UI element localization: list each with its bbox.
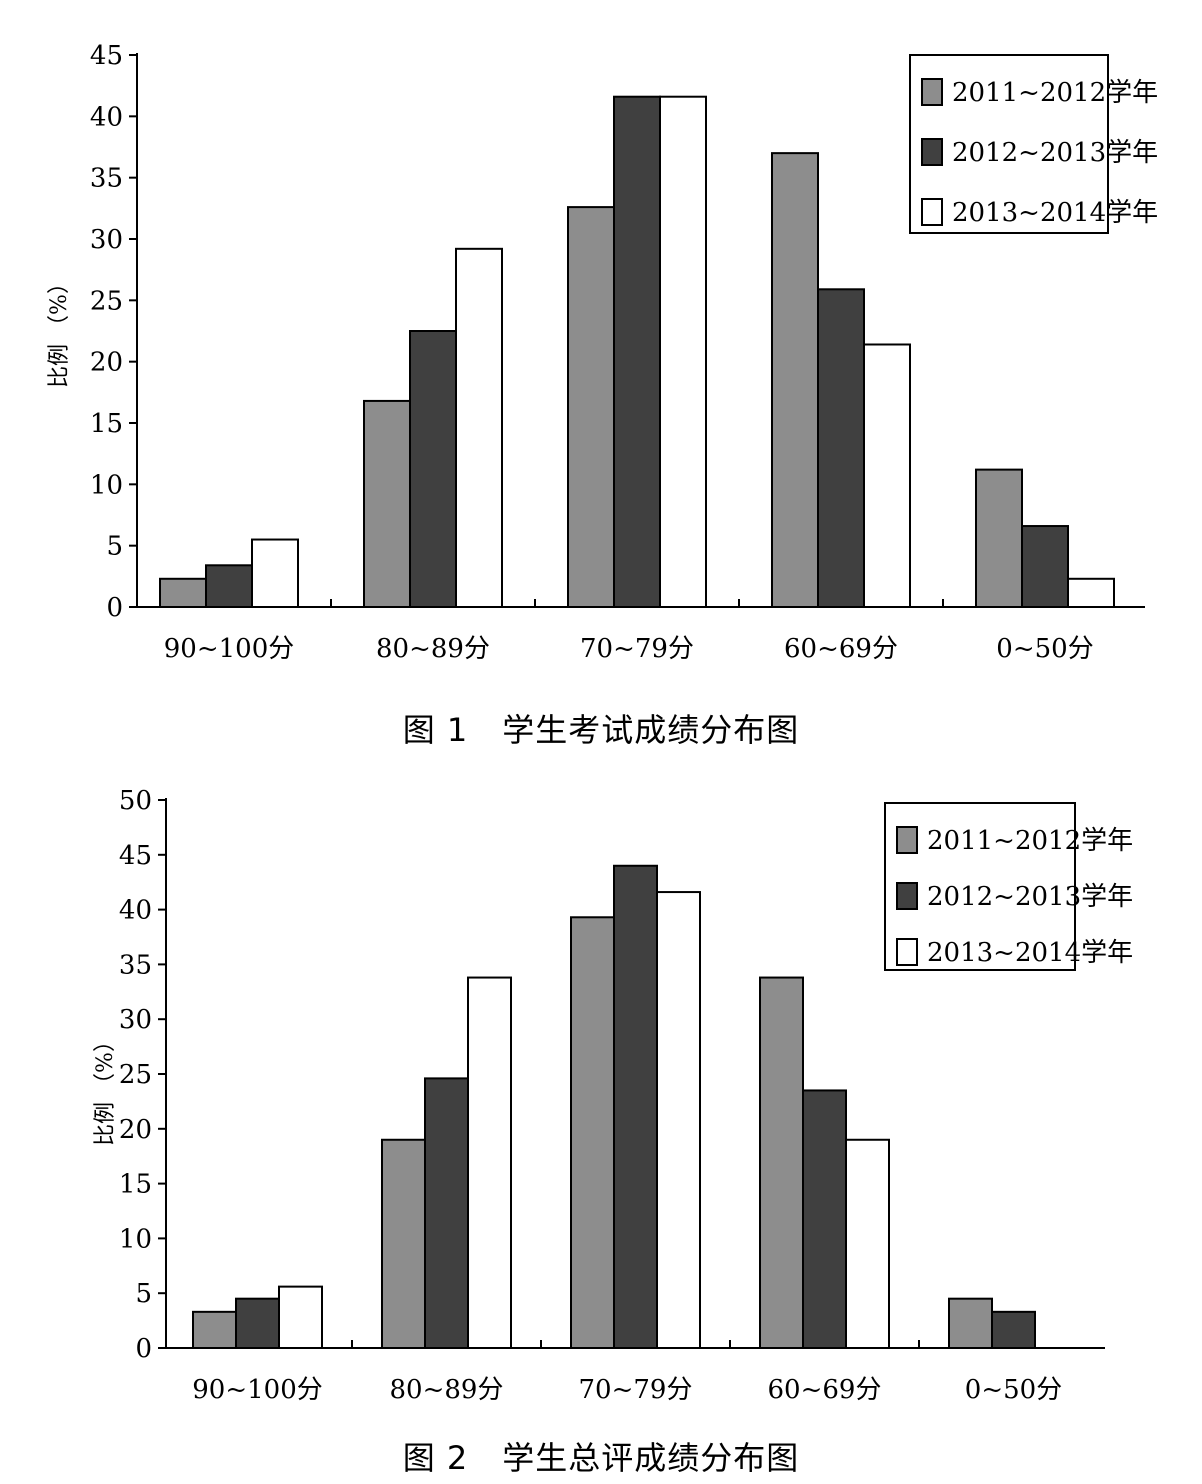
y-axis-label: 比例 （%） — [93, 1030, 118, 1146]
x-tick-label: 80~89分 — [376, 634, 490, 664]
bar-3-2 — [845, 1138, 890, 1350]
legend-label: 2012~2013学年 — [927, 882, 1133, 912]
x-tick-label: 60~69分 — [784, 634, 898, 664]
legend-swatch — [921, 198, 943, 226]
legend: 2011~2012学年 2012~2013学年 2013~2014学年 — [884, 802, 1133, 971]
y-tick-label: 35 — [90, 164, 123, 194]
x-tick-label: 90~100分 — [192, 1375, 323, 1405]
legend-label: 2011~2012学年 — [952, 78, 1158, 108]
bar-2-2 — [656, 891, 701, 1350]
bar-0-0 — [159, 577, 207, 609]
y-tick-label: 25 — [90, 286, 123, 316]
y-tick-label: 20 — [90, 348, 123, 378]
figure-2: 0 5 10 15 20 25 30 35 40 45 50 90~100分 80~89分 70~79分 6… — [0, 770, 1202, 1484]
legend-label: 2012~2013学年 — [952, 138, 1158, 168]
x-tick-label: 70~79分 — [579, 1375, 693, 1405]
bar-2-1 — [613, 95, 661, 608]
bar-chart-exam-scores: 0 5 10 15 20 25 30 35 40 45 90~100分 80~89分 70~79分 60~… — [47, 41, 1158, 664]
y-tick-label: 30 — [90, 225, 123, 255]
x-tick-label: 60~69分 — [768, 1375, 882, 1405]
bar-0-1 — [205, 564, 253, 608]
bar-4-0 — [948, 1297, 993, 1349]
y-tick-label: 0 — [135, 1334, 152, 1364]
y-tick-label: 10 — [90, 470, 123, 500]
bar-2-0 — [567, 206, 615, 609]
y-tick-label: 30 — [119, 1005, 152, 1035]
y-tick-label: 0 — [106, 593, 123, 623]
legend-swatch — [921, 138, 943, 166]
legend-label: 2011~2012学年 — [927, 826, 1133, 856]
x-tick-label: 70~79分 — [580, 634, 694, 664]
legend-swatch — [896, 882, 918, 910]
x-tick-label: 90~100分 — [164, 634, 295, 664]
bar-0-1 — [235, 1297, 280, 1349]
y-tick-label: 10 — [119, 1224, 152, 1254]
legend-label: 2013~2014学年 — [952, 198, 1158, 228]
x-tick-label: 0~50分 — [996, 634, 1093, 664]
y-tick-label: 45 — [119, 841, 152, 871]
y-tick-label: 15 — [90, 409, 123, 439]
y-tick-label: 15 — [119, 1170, 152, 1200]
bar-1-1 — [409, 330, 457, 608]
figure-1-number: 图 1 — [402, 711, 469, 749]
figure-2-caption: 图 2 学生总评成绩分布图 — [0, 1433, 1202, 1479]
bar-0-2 — [278, 1285, 323, 1350]
bar-1-2 — [455, 247, 503, 609]
bar-2-0 — [570, 916, 615, 1349]
figure-2-title: 学生总评成绩分布图 — [502, 1439, 800, 1477]
x-tick-label: 0~50分 — [965, 1375, 1062, 1405]
y-tick-label: 25 — [119, 1060, 152, 1090]
bar-4-1 — [1021, 525, 1069, 608]
y-tick-label: 35 — [119, 950, 152, 980]
bar-4-0 — [975, 468, 1023, 609]
y-tick-label: 5 — [135, 1279, 152, 1309]
y-tick-label: 20 — [119, 1115, 152, 1145]
figure-2-number: 图 2 — [402, 1439, 469, 1477]
bar-2-1 — [613, 864, 658, 1349]
top-cropped-text — [0, 0, 1202, 8]
figure-1: 0 5 10 15 20 25 30 35 40 45 90~100分 80~89分 70~79分 60~… — [0, 41, 1202, 751]
bar-3-0 — [771, 152, 819, 608]
bar-1-2 — [467, 976, 512, 1349]
legend-swatch — [896, 826, 918, 854]
figure-1-title: 学生考试成绩分布图 — [502, 711, 800, 749]
y-tick-label: 5 — [106, 532, 123, 562]
bar-4-1 — [991, 1310, 1036, 1349]
bar-3-1 — [802, 1089, 847, 1349]
y-tick-label: 40 — [119, 896, 152, 926]
bar-0-2 — [251, 538, 299, 608]
legend-label: 2013~2014学年 — [927, 938, 1133, 968]
bar-3-0 — [759, 976, 804, 1349]
bar-3-1 — [817, 288, 865, 608]
y-tick-label: 45 — [90, 41, 123, 71]
legend-swatch — [896, 938, 918, 966]
legend: 2011~2012学年 2012~2013学年 2013~2014学年 — [909, 54, 1158, 234]
y-tick-label: 40 — [90, 102, 123, 132]
bar-1-0 — [363, 399, 411, 609]
y-tick-label: 50 — [119, 786, 152, 816]
bar-4-2 — [1067, 577, 1115, 609]
legend-swatch — [921, 78, 943, 106]
x-tick-label: 80~89分 — [390, 1375, 504, 1405]
bar-1-1 — [424, 1077, 469, 1349]
y-axis-label: 比例 （%） — [47, 272, 72, 388]
bar-0-0 — [192, 1310, 237, 1349]
bar-chart-overall-scores: 0 5 10 15 20 25 30 35 40 45 50 90~100分 80~89分 70~79分 6… — [93, 786, 1133, 1405]
bar-1-0 — [381, 1138, 426, 1350]
bar-2-2 — [659, 95, 707, 608]
bar-3-2 — [863, 343, 911, 608]
figure-1-caption: 图 1 学生考试成绩分布图 — [0, 705, 1202, 751]
